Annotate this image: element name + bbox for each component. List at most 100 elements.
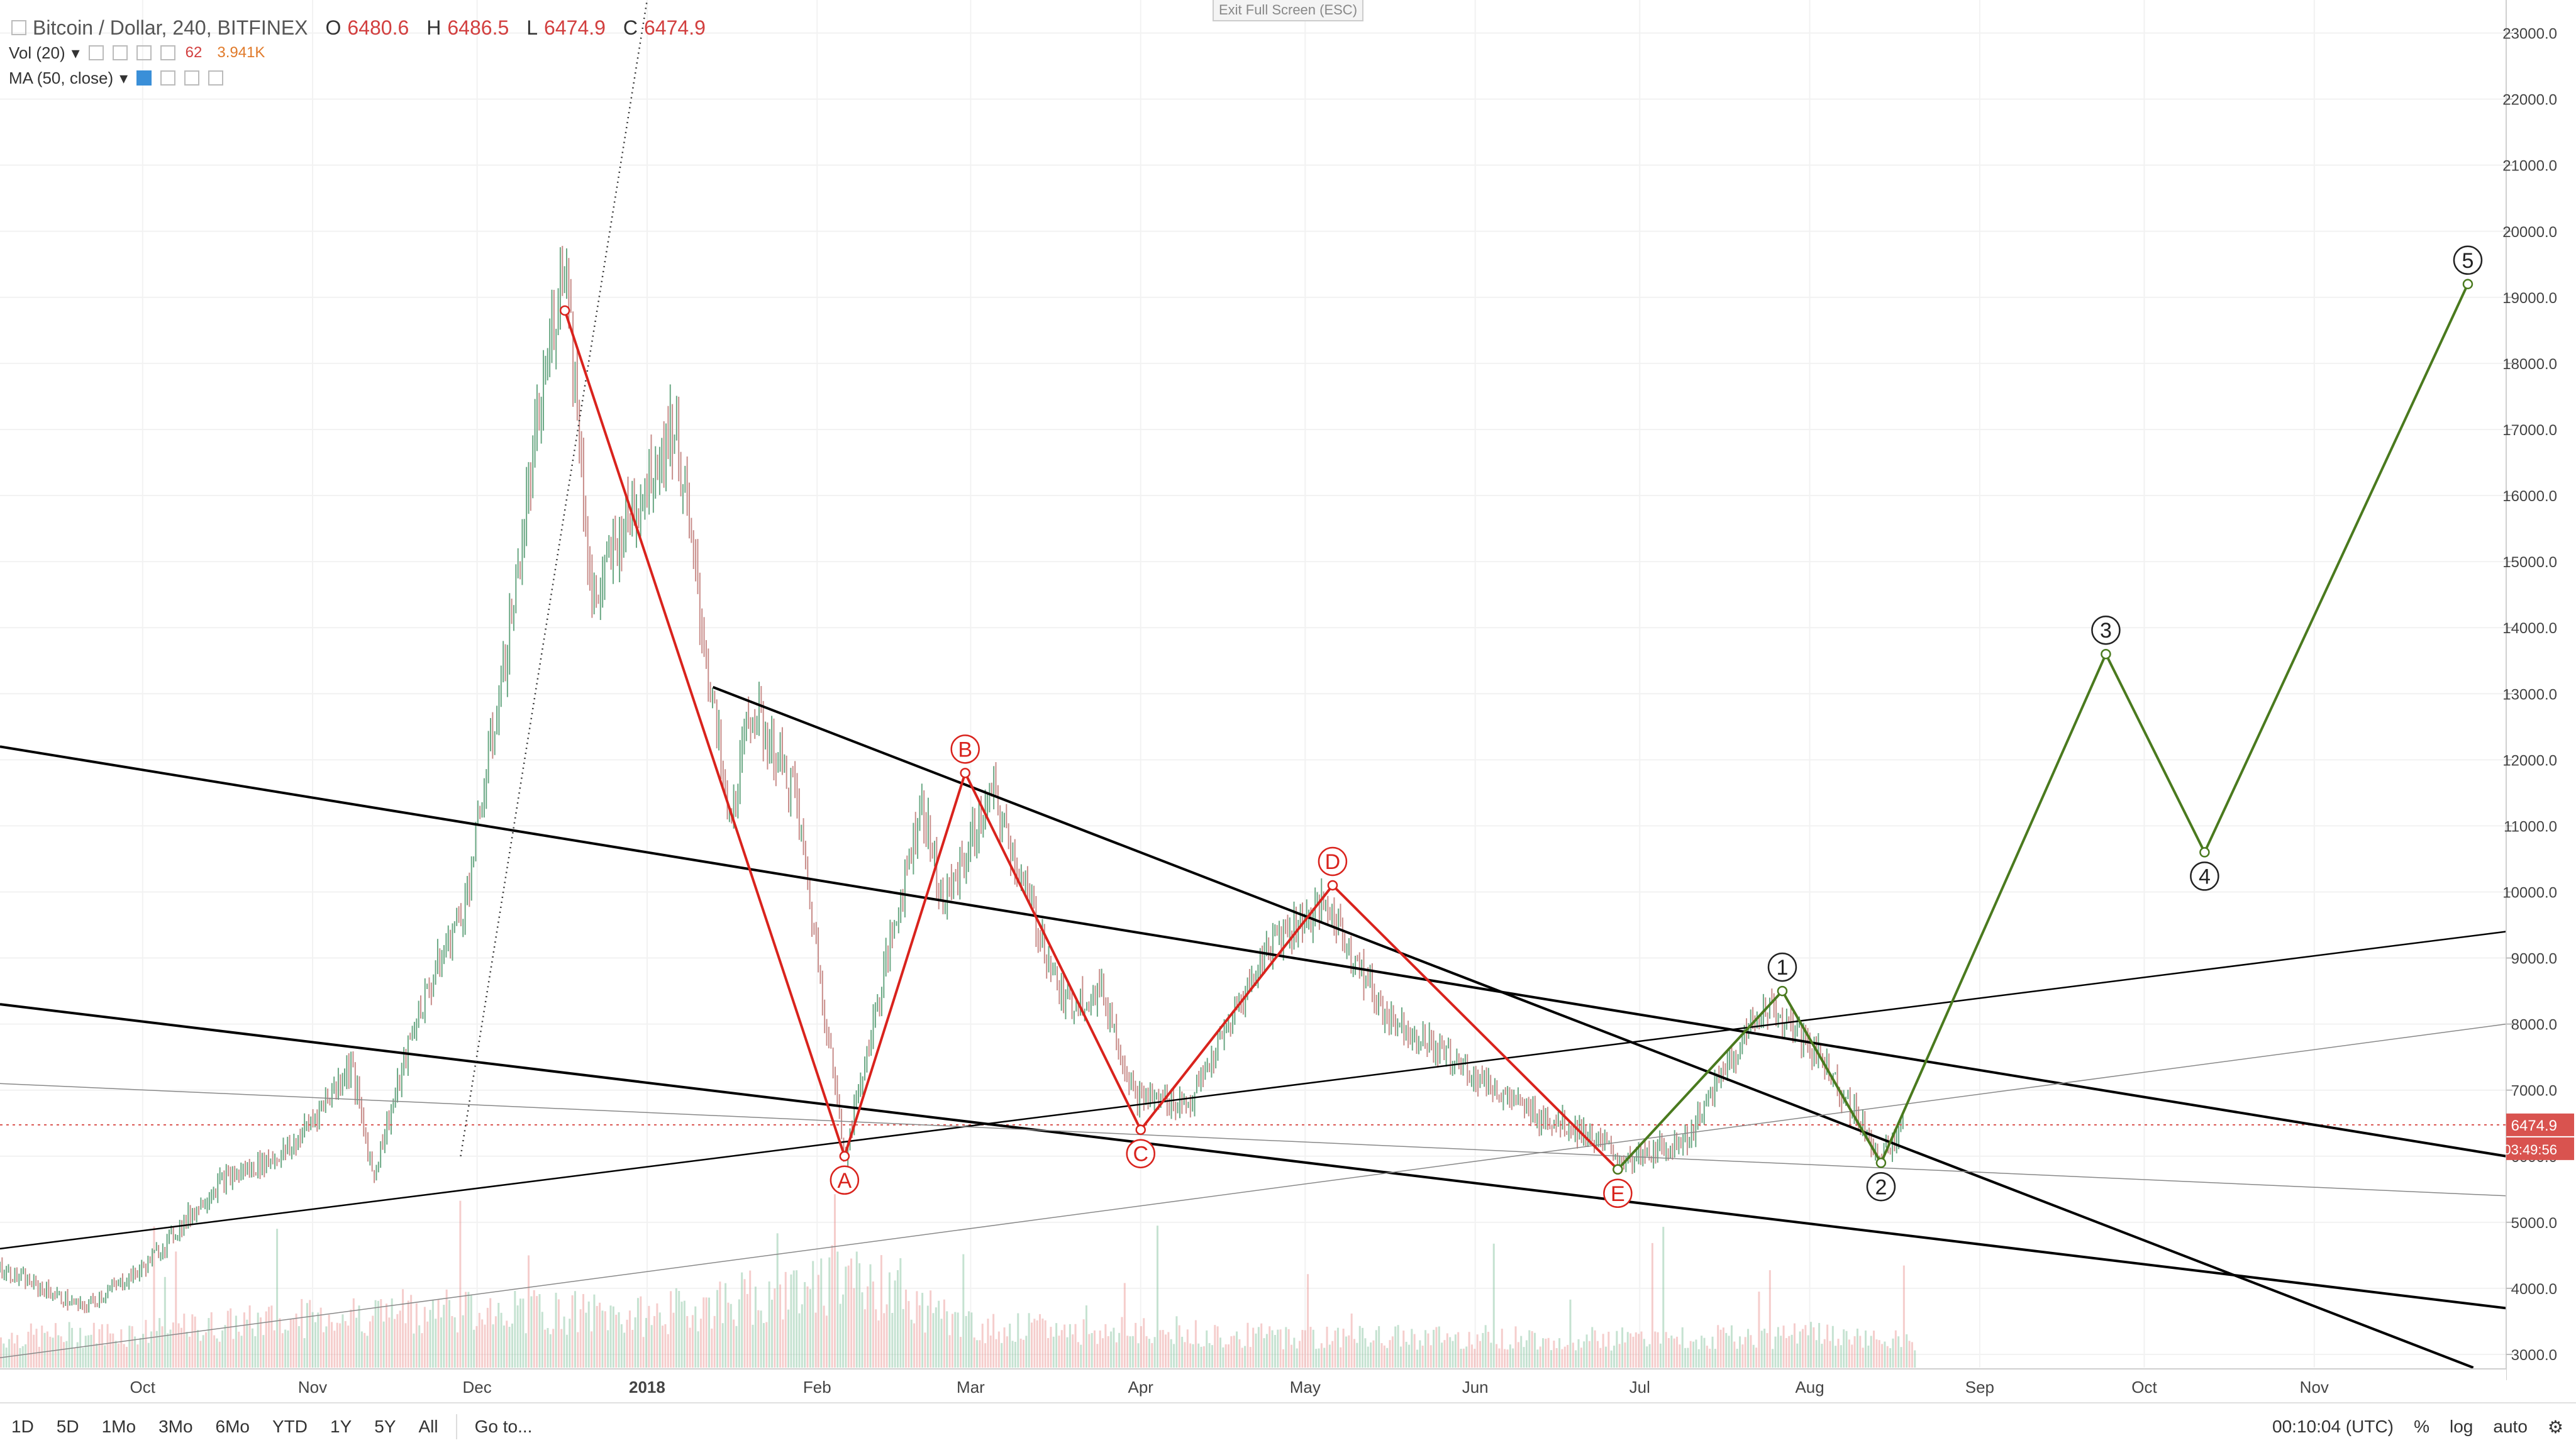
range-1mo[interactable]: 1Mo: [101, 1417, 136, 1436]
volume-bar: [1604, 1346, 1607, 1368]
volume-bar: [604, 1311, 606, 1368]
volume-bar: [812, 1261, 814, 1368]
volume-bar: [1733, 1341, 1736, 1368]
volume-bar: [380, 1299, 382, 1368]
volume-bar: [1246, 1322, 1249, 1368]
ohlc-open: 6480.6: [347, 16, 409, 39]
log-toggle[interactable]: log: [2450, 1417, 2473, 1436]
volume-bar: [782, 1319, 784, 1368]
chevron-down-icon[interactable]: ▾: [71, 43, 80, 62]
volume-bar: [1774, 1336, 1777, 1368]
volume-bar: [262, 1335, 265, 1368]
volume-bar: [145, 1320, 147, 1368]
volume-bar: [916, 1291, 918, 1368]
range-1y[interactable]: 1Y: [330, 1417, 352, 1436]
percent-toggle[interactable]: %: [2414, 1417, 2430, 1436]
volume-bar: [235, 1315, 237, 1368]
auto-toggle[interactable]: auto: [2493, 1417, 2528, 1436]
more-icon[interactable]: [184, 70, 200, 86]
ohlc-high: 6486.5: [447, 16, 509, 39]
volume-bar: [514, 1290, 516, 1368]
volume-bar: [1561, 1349, 1563, 1368]
volume-bar: [90, 1334, 92, 1368]
range-all[interactable]: All: [418, 1417, 438, 1436]
volume-bar: [60, 1336, 62, 1368]
volume-bar: [352, 1298, 355, 1368]
time-axis[interactable]: Oct Nov Dec 2018 Feb Mar Apr May Jun Jul Aug Sep Oct…: [0, 1368, 2506, 1402]
volume-bar: [1755, 1348, 1758, 1368]
collapse-icon[interactable]: [11, 20, 26, 35]
wave-abcde-label-circle: [1603, 1178, 1633, 1209]
volume-bar: [1041, 1318, 1044, 1368]
volume-bar: [1219, 1337, 1221, 1368]
volume-bar: [1370, 1342, 1372, 1368]
volume-bar: [1739, 1336, 1741, 1368]
volume-bar: [675, 1288, 677, 1368]
volume-bar: [1427, 1333, 1430, 1368]
volume-bar: [197, 1330, 199, 1368]
volume-bar: [992, 1314, 995, 1368]
volume-label[interactable]: Vol (20): [9, 43, 65, 62]
volume-bar: [888, 1272, 891, 1368]
volume-bar: [1296, 1348, 1298, 1368]
volume-bar: [869, 1264, 872, 1368]
volume-bar: [101, 1324, 103, 1368]
time-tick-label: 2018: [629, 1378, 665, 1397]
range-5y[interactable]: 5Y: [374, 1417, 396, 1436]
volume-bar: [1607, 1331, 1610, 1368]
volume-bar: [902, 1309, 904, 1368]
close-icon[interactable]: [208, 70, 224, 86]
exit-fullscreen-button[interactable]: Exit Full Screen (ESC): [1213, 0, 1363, 21]
settings-icon[interactable]: [112, 45, 128, 60]
volume-bar: [1859, 1336, 1862, 1368]
volume-bar: [388, 1317, 391, 1368]
more-icon[interactable]: [136, 45, 152, 60]
range-5d[interactable]: 5D: [56, 1417, 79, 1436]
ma-label[interactable]: MA (50, close): [9, 69, 114, 87]
settings-icon[interactable]: [160, 70, 176, 86]
volume-bar: [1624, 1342, 1626, 1368]
volume-bar: [1520, 1336, 1523, 1368]
eye-icon[interactable]: [88, 45, 104, 60]
volume-bar: [486, 1307, 489, 1368]
gear-icon[interactable]: ⚙: [2547, 1417, 2563, 1437]
volume-bar: [662, 1325, 664, 1368]
volume-bar: [287, 1330, 289, 1368]
volume-bar: [640, 1296, 642, 1368]
volume-bar: [1091, 1333, 1093, 1368]
range-ytd[interactable]: YTD: [272, 1417, 308, 1436]
volume-bar: [1725, 1332, 1728, 1368]
volume-bar: [1621, 1327, 1624, 1368]
wave-12345-path: [1616, 283, 2469, 1171]
volume-bar: [82, 1348, 84, 1368]
range-1d[interactable]: 1D: [11, 1417, 34, 1436]
volume-bar: [462, 1315, 464, 1368]
range-6mo[interactable]: 6Mo: [215, 1417, 250, 1436]
volume-bar: [1676, 1336, 1679, 1368]
chevron-down-icon[interactable]: ▾: [119, 69, 128, 87]
goto-button[interactable]: Go to...: [474, 1417, 533, 1436]
eye-off-icon[interactable]: [136, 70, 152, 86]
volume-bar: [49, 1336, 52, 1368]
volume-bar: [762, 1323, 765, 1368]
volume-bar: [609, 1305, 612, 1368]
volume-bar: [1886, 1346, 1889, 1368]
volume-bar: [1492, 1243, 1495, 1368]
price-axis[interactable]: 3000.04000.05000.06000.07000.08000.09000…: [2502, 0, 2576, 1380]
range-3mo[interactable]: 3Mo: [158, 1417, 193, 1436]
volume-bar: [560, 1329, 563, 1368]
volume-bar: [43, 1332, 46, 1368]
volume-bar: [1419, 1340, 1421, 1368]
volume-bar: [79, 1327, 82, 1368]
volume-bar: [492, 1324, 494, 1368]
volume-bar: [760, 1310, 762, 1368]
volume-bar: [284, 1329, 287, 1368]
close-icon[interactable]: [160, 45, 175, 60]
volume-bar: [331, 1322, 333, 1368]
volume-bar: [161, 1326, 164, 1368]
volume-bar: [1484, 1325, 1487, 1368]
volume-bar: [230, 1308, 232, 1368]
volume-bar: [164, 1276, 166, 1368]
volume-bar: [620, 1324, 623, 1368]
